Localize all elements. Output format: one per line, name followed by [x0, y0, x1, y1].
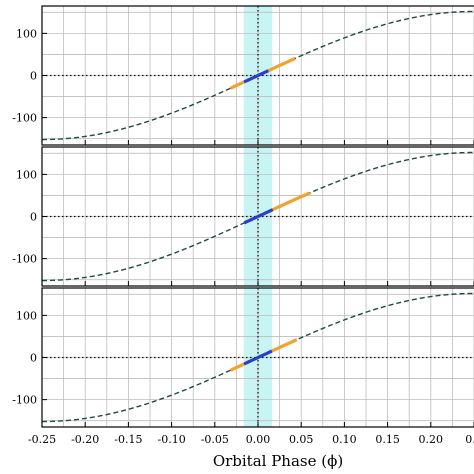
orange-segment	[267, 56, 296, 73]
orange-segment	[229, 80, 245, 90]
y-tick-label: 100	[16, 309, 37, 322]
x-tick-label: 0.20	[419, 433, 444, 446]
panel-3: -100 0 100	[12, 287, 474, 428]
x-tick-label: 0.05	[289, 433, 314, 446]
x-tick-label: -0.05	[201, 433, 229, 446]
y-tick-label: 0	[30, 352, 37, 365]
x-tick-label: 0.15	[375, 433, 400, 446]
panel-2: -100 0 100	[12, 146, 474, 287]
x-tick-label: -0.15	[114, 433, 142, 446]
x-tick-label: -0.25	[28, 433, 56, 446]
panel-1: -100 0 100	[12, 5, 474, 146]
y-tick-label: 100	[16, 27, 37, 40]
y-tick-label: -100	[12, 112, 37, 125]
x-axis-title: Orbital Phase (ϕ)	[213, 452, 343, 470]
orange-segment	[271, 338, 298, 353]
x-tick-labels: -0.25 -0.20 -0.15 -0.10 -0.05 0.00 0.05 0.10 0.1…	[28, 433, 474, 446]
x-tick-label: 0.10	[332, 433, 357, 446]
y-tick-label: -100	[12, 394, 37, 407]
x-tick-label: 0.2	[465, 433, 474, 446]
y-tick-label: 0	[30, 211, 37, 224]
orange-segment	[229, 362, 245, 372]
y-tick-label: 0	[30, 70, 37, 83]
y-tick-label: -100	[12, 253, 37, 266]
orange-segment	[272, 191, 311, 212]
blue-segment	[243, 349, 273, 366]
blue-segment	[243, 69, 270, 84]
x-tick-label: -0.20	[71, 433, 99, 446]
x-tick-label: 0.00	[246, 433, 271, 446]
y-tick-label: 100	[16, 168, 37, 181]
x-tick-label: -0.10	[157, 433, 185, 446]
blue-segment	[243, 208, 274, 225]
